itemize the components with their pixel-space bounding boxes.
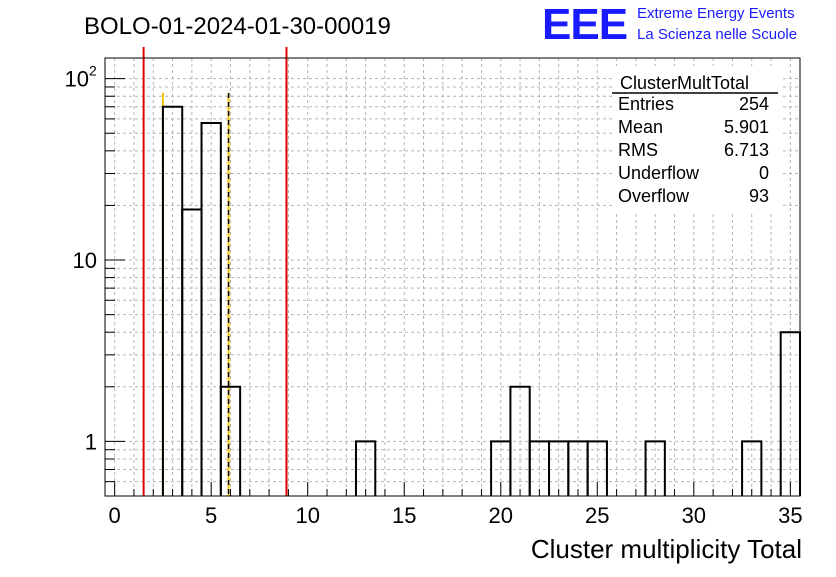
stats-label-mean: Mean: [618, 117, 663, 137]
stats-value-overflow: 93: [749, 186, 769, 206]
histogram-bin: [219, 385, 242, 496]
x-axis-title: Cluster multiplicity Total: [531, 534, 802, 564]
stats-value-underflow: 0: [759, 163, 769, 183]
stats-box-background: [612, 66, 780, 212]
logo-line-2: La Scienza nelle Scuole: [637, 26, 797, 43]
stats-title: ClusterMultTotal: [620, 73, 749, 93]
eee-logo-mark: EEE: [542, 0, 627, 49]
x-tick-label: 20: [489, 503, 513, 528]
marker-lines: [142, 47, 288, 496]
x-tick-label: 15: [392, 503, 416, 528]
x-tick-label: 10: [295, 503, 319, 528]
x-tick-label: 35: [778, 503, 802, 528]
histogram-bin: [200, 121, 222, 496]
x-tick-label: 5: [205, 503, 217, 528]
x-tick-label: 30: [682, 503, 706, 528]
stats-value-rms: 6.713: [724, 140, 769, 160]
x-tick-label: 0: [109, 503, 121, 528]
eee-logo: EEE Extreme Energy Events La Scienza nel…: [542, 0, 797, 49]
stats-label-rms: RMS: [618, 140, 658, 160]
x-tick-label: 25: [585, 503, 609, 528]
stats-label-entries: Entries: [618, 94, 674, 114]
logo-line-1: Extreme Energy Events: [637, 5, 795, 22]
y-tick-label: 1: [85, 429, 97, 454]
y-tick-label-exponent: 2: [89, 63, 97, 79]
histogram-bin: [586, 440, 608, 496]
stats-label-overflow: Overflow: [618, 186, 690, 206]
histogram-bin: [644, 440, 666, 496]
y-tick-label: 10: [65, 67, 89, 92]
run-title: BOLO-01-2024-01-30-00019: [84, 13, 391, 40]
histogram-bin: [354, 440, 377, 496]
stats-value-entries: 254: [739, 94, 769, 114]
y-tick-label: 10: [73, 248, 97, 273]
histogram-bins: [161, 105, 801, 496]
stats-label-underflow: Underflow: [618, 163, 700, 183]
plot-frame: [104, 57, 801, 497]
stats-box: ClusterMultTotal Entries 254 Mean 5.901 …: [612, 66, 780, 212]
histogram-bin: [741, 440, 763, 496]
stats-value-mean: 5.901: [724, 117, 769, 137]
